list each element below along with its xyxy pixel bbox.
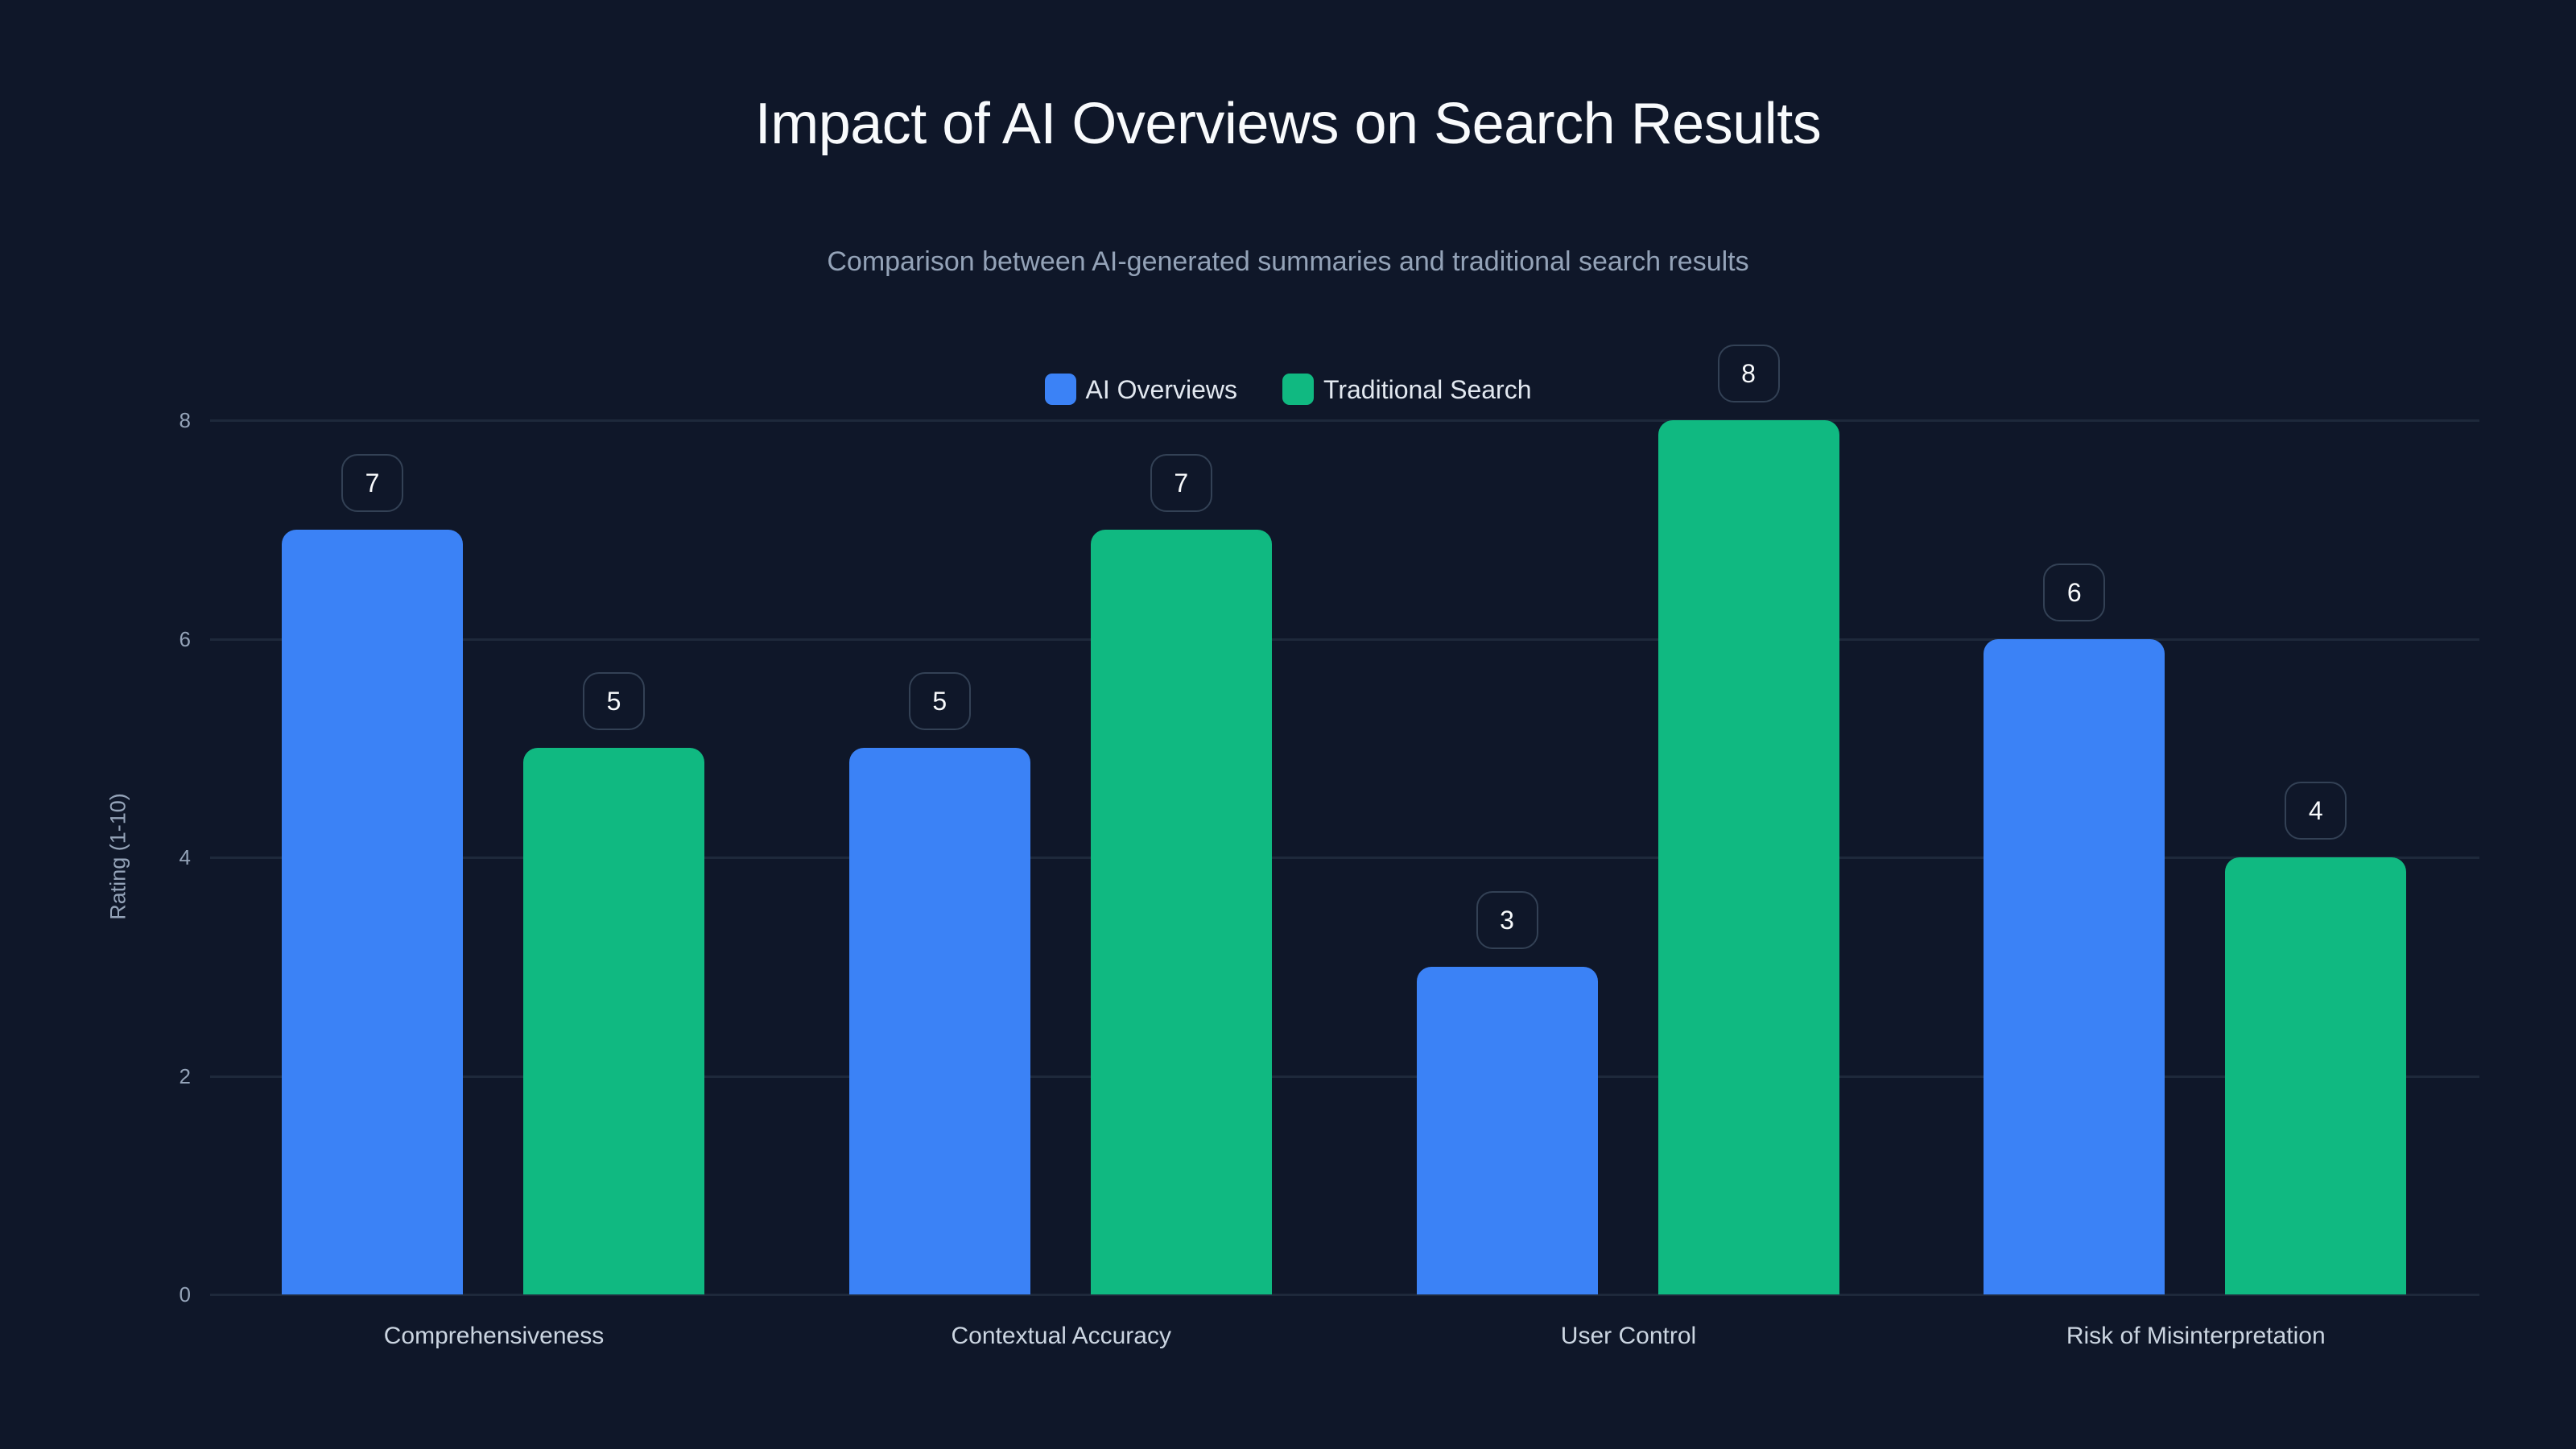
bar-ai-overviews-user-control[interactable]: [1416, 966, 1598, 1294]
plot-area: 7 5 5 7 3 8 6 4: [210, 345, 2479, 1296]
legend-swatch-ai-overviews: [1044, 374, 1076, 405]
data-label: 4: [2285, 782, 2347, 840]
y-tick-label: 8: [179, 408, 191, 432]
gridline: [210, 638, 2479, 641]
bar-ai-overviews-risk-of-misinterpretation[interactable]: [1984, 638, 2165, 1294]
legend-swatch-traditional-search: [1282, 374, 1314, 405]
gridline: [210, 1294, 2479, 1296]
y-tick-label: 6: [179, 626, 191, 651]
x-tick-label: User Control: [1560, 1323, 1697, 1349]
legend-label: Traditional Search: [1323, 374, 1532, 404]
bar-ai-overviews-comprehensiveness[interactable]: [282, 529, 463, 1294]
data-label: 3: [1476, 890, 1538, 949]
legend-item-traditional-search[interactable]: Traditional Search: [1282, 374, 1532, 405]
data-label: 5: [583, 672, 645, 731]
y-axis-title: Rating (1-10): [105, 793, 130, 920]
chart-subtitle: Comparison between AI-generated summarie…: [827, 246, 1749, 277]
gridline: [210, 419, 2479, 422]
gridline: [210, 1075, 2479, 1078]
data-label: 7: [1150, 453, 1212, 512]
x-tick-label: Contextual Accuracy: [951, 1323, 1171, 1349]
bar-traditional-search-user-control[interactable]: [1657, 420, 1839, 1294]
y-tick-label: 2: [179, 1063, 191, 1088]
data-label: 8: [1717, 345, 1780, 402]
legend: AI Overviews Traditional Search: [0, 374, 2576, 405]
chart-title: Impact of AI Overviews on Search Results: [754, 92, 1822, 156]
bar-traditional-search-risk-of-misinterpretation[interactable]: [2225, 857, 2407, 1294]
bar-ai-overviews-contextual-accuracy[interactable]: [848, 748, 1030, 1294]
bar-traditional-search-contextual-accuracy[interactable]: [1090, 529, 1272, 1294]
x-tick-label: Comprehensiveness: [383, 1323, 605, 1349]
x-tick-label: Risk of Misinterpretation: [2066, 1323, 2326, 1349]
legend-label: AI Overviews: [1085, 374, 1237, 404]
data-label: 5: [908, 672, 971, 731]
legend-item-ai-overviews[interactable]: AI Overviews: [1044, 374, 1237, 405]
bar-traditional-search-comprehensiveness[interactable]: [523, 748, 704, 1294]
data-label: 7: [341, 453, 403, 512]
gridline: [210, 857, 2479, 859]
y-tick-label: 4: [179, 845, 191, 869]
data-label: 6: [2043, 563, 2106, 621]
y-tick-label: 0: [179, 1282, 191, 1307]
